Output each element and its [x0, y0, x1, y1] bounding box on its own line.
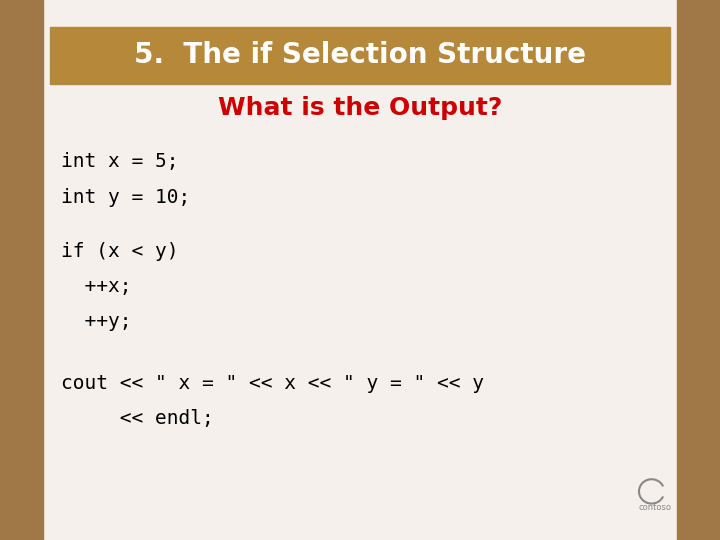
Text: if (x < y): if (x < y) [61, 241, 179, 261]
Bar [0, 0, 43, 540]
Text: int y = 10;: int y = 10; [61, 187, 191, 207]
Bar [50, 27, 670, 84]
Text: ++x;: ++x; [61, 276, 132, 296]
Text: contoso: contoso [639, 503, 672, 512]
Text: What is the Output?: What is the Output? [218, 96, 502, 120]
Text: ++y;: ++y; [61, 312, 132, 331]
Text: int x = 5;: int x = 5; [61, 152, 179, 172]
Text: 5.  The if Selection Structure: 5. The if Selection Structure [134, 42, 586, 69]
Text: cout << " x = " << x << " y = " << y: cout << " x = " << x << " y = " << y [61, 374, 484, 393]
Text: << endl;: << endl; [61, 409, 214, 428]
Bar [677, 0, 720, 540]
